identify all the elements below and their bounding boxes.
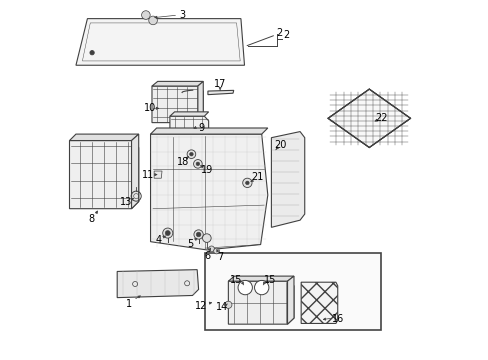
Polygon shape xyxy=(150,134,267,250)
Polygon shape xyxy=(271,132,304,227)
Circle shape xyxy=(163,228,172,238)
Text: 11: 11 xyxy=(141,170,154,180)
Circle shape xyxy=(148,16,157,25)
Polygon shape xyxy=(117,270,198,298)
Text: 19: 19 xyxy=(201,165,213,175)
Polygon shape xyxy=(207,90,233,95)
Text: 14: 14 xyxy=(216,302,228,312)
Circle shape xyxy=(194,230,203,239)
Circle shape xyxy=(189,152,193,156)
Polygon shape xyxy=(154,171,162,178)
Circle shape xyxy=(193,159,202,168)
Polygon shape xyxy=(131,134,139,209)
Text: 20: 20 xyxy=(274,140,286,150)
Polygon shape xyxy=(169,112,208,116)
Text: 5: 5 xyxy=(186,239,193,249)
Circle shape xyxy=(142,11,150,19)
Text: 2: 2 xyxy=(276,28,282,38)
Text: 21: 21 xyxy=(250,172,263,182)
Bar xyxy=(204,253,381,330)
Circle shape xyxy=(238,280,252,295)
Polygon shape xyxy=(228,281,293,324)
Polygon shape xyxy=(301,282,337,323)
Polygon shape xyxy=(150,128,267,134)
Polygon shape xyxy=(327,89,410,148)
Circle shape xyxy=(213,248,219,254)
Text: 6: 6 xyxy=(204,251,210,261)
Circle shape xyxy=(196,232,201,237)
Text: 7: 7 xyxy=(217,252,223,262)
Circle shape xyxy=(90,50,94,55)
Text: 15: 15 xyxy=(264,275,276,285)
Text: 9: 9 xyxy=(198,123,204,133)
Text: 10: 10 xyxy=(144,103,156,113)
Text: 22: 22 xyxy=(374,113,387,123)
Text: 2: 2 xyxy=(283,30,289,40)
Circle shape xyxy=(254,280,268,295)
Text: 17: 17 xyxy=(213,79,226,89)
Circle shape xyxy=(196,162,199,166)
Text: 4: 4 xyxy=(155,235,161,245)
Text: 18: 18 xyxy=(176,157,188,167)
Text: 3: 3 xyxy=(180,10,185,20)
Polygon shape xyxy=(228,276,293,281)
Polygon shape xyxy=(69,140,139,209)
Text: 12: 12 xyxy=(195,301,207,311)
Text: 13: 13 xyxy=(120,197,132,207)
Circle shape xyxy=(187,150,195,158)
Circle shape xyxy=(224,301,231,309)
Polygon shape xyxy=(69,134,139,140)
Circle shape xyxy=(202,234,211,242)
Polygon shape xyxy=(198,81,203,123)
Text: 8: 8 xyxy=(88,215,94,224)
Text: 1: 1 xyxy=(126,299,132,309)
Text: 16: 16 xyxy=(332,314,344,324)
Polygon shape xyxy=(152,81,203,86)
Polygon shape xyxy=(287,276,293,324)
Polygon shape xyxy=(76,19,244,65)
Text: 15: 15 xyxy=(230,275,243,285)
Circle shape xyxy=(165,230,170,235)
Polygon shape xyxy=(152,86,203,123)
Circle shape xyxy=(242,178,251,188)
Circle shape xyxy=(245,181,249,185)
Polygon shape xyxy=(169,116,208,145)
Circle shape xyxy=(208,246,214,252)
